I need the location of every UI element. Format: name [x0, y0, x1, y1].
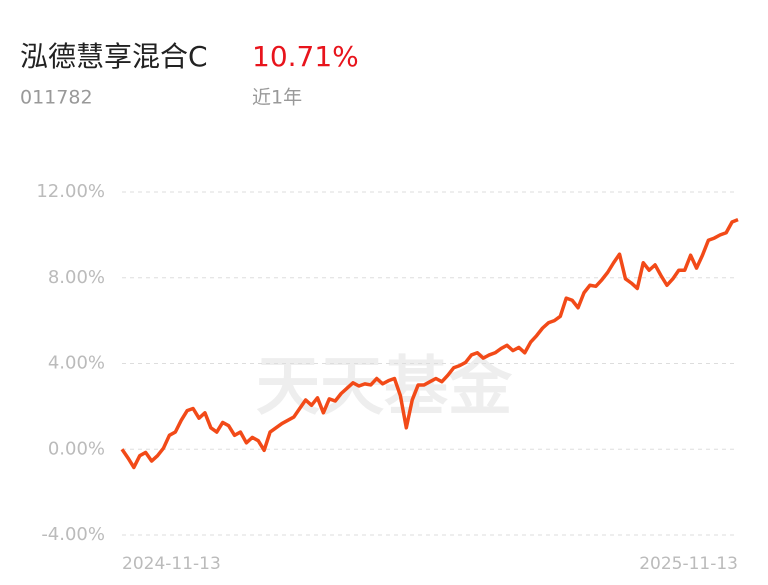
y-tick-label: 12.00% [36, 181, 105, 202]
fund-return: 10.71% [252, 40, 359, 73]
y-tick-label: 4.00% [48, 353, 105, 374]
x-tick-label: 2024-11-13 [122, 554, 221, 574]
y-tick-label: 8.00% [48, 267, 105, 288]
period: 近1年 [252, 87, 302, 109]
y-tick-label: 0.00% [48, 438, 105, 459]
fund-name: 泓德慧享混合C [20, 40, 208, 73]
fund-code: 011782 [20, 87, 93, 109]
x-tick-label: 2025-11-13 [639, 554, 738, 574]
line-series [120, 218, 739, 470]
y-tick-label: -4.00% [41, 524, 105, 545]
